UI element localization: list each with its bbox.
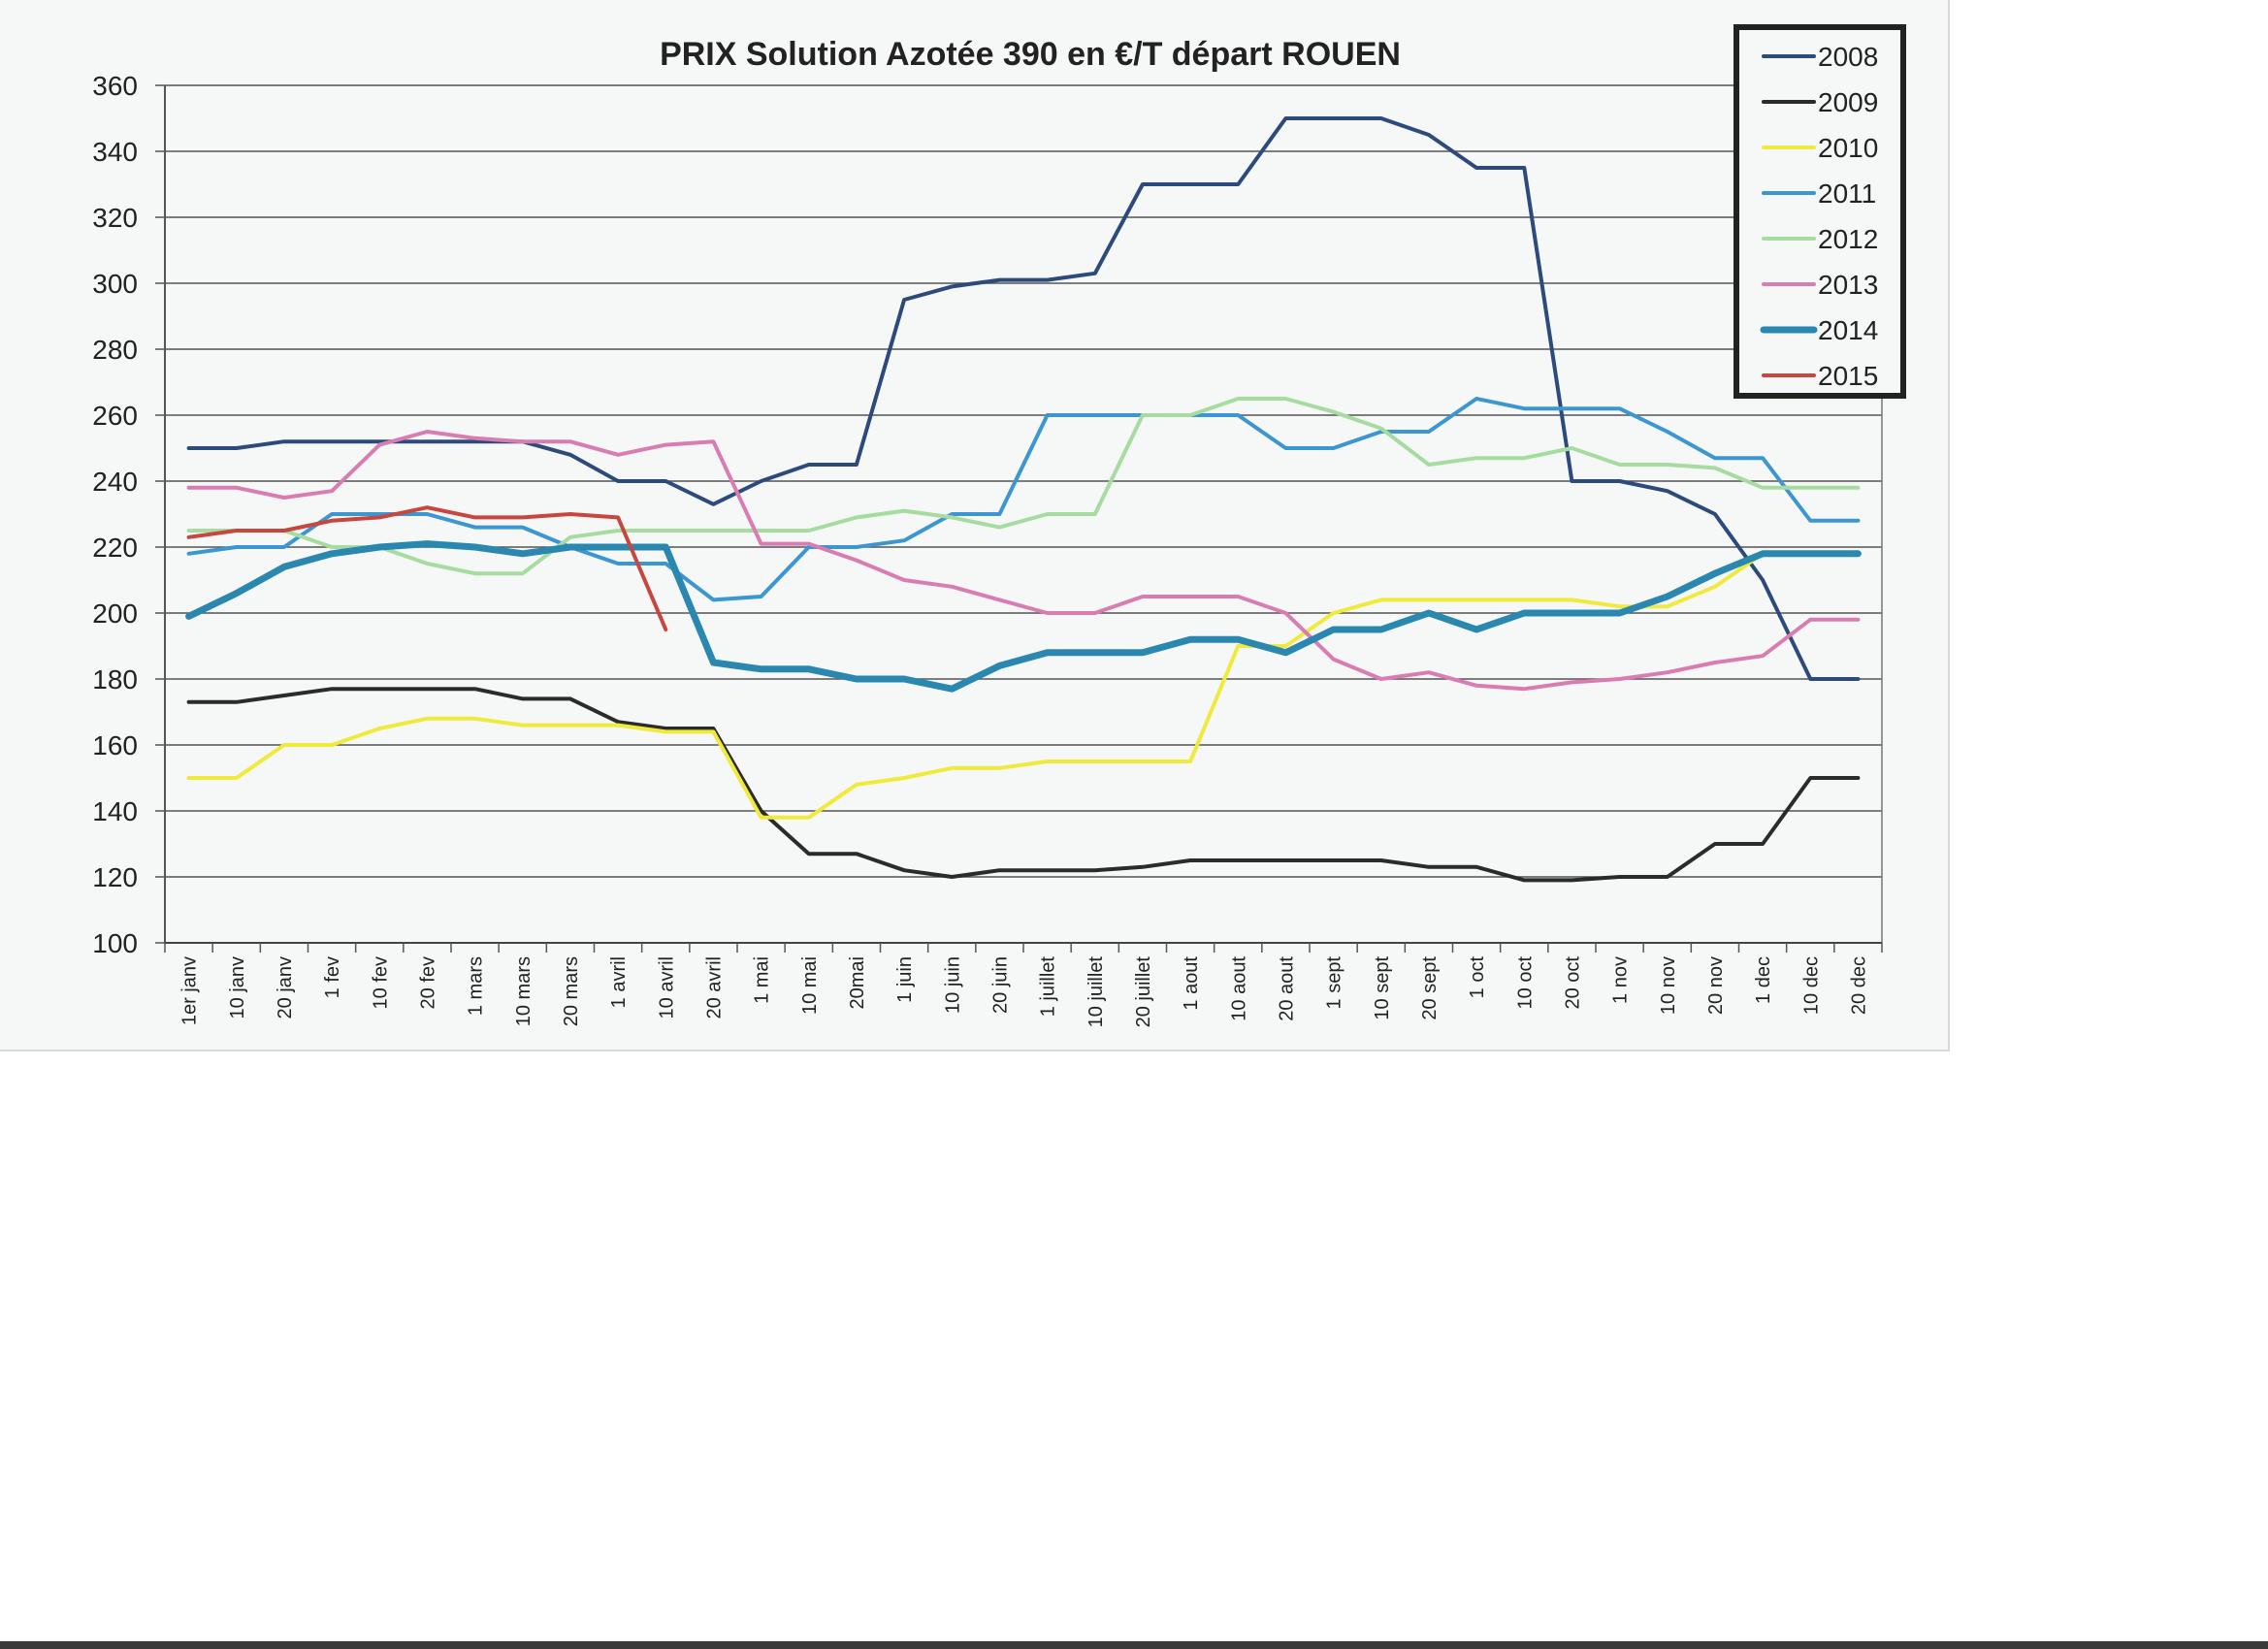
x-tick-label: 10 mars: [513, 956, 535, 1026]
x-tick-label: 20mai: [847, 956, 868, 1009]
legend: 2008 2009 2010 2011 2012 2013 2014 2015: [1733, 24, 1906, 399]
series-line-2011: [186, 397, 1861, 602]
x-tick-label: 20 oct: [1562, 956, 1583, 1010]
x-tick-label: 20 aout: [1276, 956, 1297, 1021]
x-tick-label: 1 fev: [322, 956, 343, 998]
series-line-2009: [186, 687, 1861, 883]
scan-edge: [0, 1641, 2268, 1649]
y-tick-label: 240: [92, 467, 138, 497]
y-tick-label: 180: [92, 664, 138, 695]
x-tick-label: 10 juillet: [1085, 956, 1107, 1028]
x-tick-label: 1 oct: [1467, 956, 1488, 999]
x-tick-label: 10 janv: [227, 956, 248, 1019]
y-tick-label: 200: [92, 598, 138, 629]
legend-label-2011: 2011: [1818, 178, 1876, 209]
x-tick-label: 10 dec: [1800, 956, 1822, 1015]
legend-label-2015: 2015: [1818, 361, 1878, 391]
x-tick-label: 20 fev: [417, 956, 438, 1009]
x-tick-label: 10 sept: [1372, 956, 1393, 1020]
x-tick-label: 10 juin: [942, 956, 963, 1014]
y-tick-label: 160: [92, 730, 138, 760]
x-tick-label: 1 mai: [752, 956, 773, 1004]
x-tick-label: 1 dec: [1753, 956, 1774, 1004]
series-line-2013: [186, 430, 1861, 692]
y-axis: 100 120 140 160 180 200 220 240 260 280 300 320 340 3…: [92, 71, 166, 958]
series-line-2015: [186, 505, 668, 631]
legend-label-2012: 2012: [1818, 224, 1878, 254]
x-axis: 1er janv 10 janv 20 janv 1 fev 10 fev 20 fev 1…: [164, 942, 1883, 1028]
x-tick-label: 20 avril: [703, 956, 725, 1018]
x-tick-label: 10 oct: [1514, 956, 1536, 1010]
series-line-2008: [186, 116, 1861, 681]
series-lines: [185, 116, 1862, 883]
y-tick-label: 320: [92, 203, 138, 233]
x-tick-label: 1 juillet: [1038, 956, 1059, 1018]
y-tick-label: 360: [92, 71, 138, 101]
x-tick-label: 1 nov: [1610, 956, 1632, 1004]
x-tick-label: 10 nov: [1658, 956, 1679, 1015]
series-line-2010: [186, 551, 1861, 820]
y-tick-label: 280: [92, 335, 138, 365]
legend-label-2009: 2009: [1818, 87, 1878, 117]
series-line-2012: [186, 397, 1861, 576]
legend-label-2014: 2014: [1818, 315, 1878, 345]
x-tick-label: 20 sept: [1419, 956, 1441, 1020]
x-tick-label: 10 aout: [1228, 956, 1249, 1021]
y-tick-label: 340: [92, 137, 138, 167]
legend-box: [1733, 24, 1906, 399]
x-tick-label: 1 mars: [466, 956, 487, 1016]
x-tick-label: 1 sept: [1324, 956, 1345, 1010]
series-line-2014: [185, 540, 1862, 693]
x-tick-label: 10 avril: [656, 956, 677, 1018]
legend-label-2010: 2010: [1818, 133, 1878, 163]
x-tick-label: 1 aout: [1181, 956, 1202, 1011]
x-tick-label: 20 nov: [1705, 956, 1727, 1015]
y-tick-label: 120: [92, 862, 138, 892]
y-tick-label: 140: [92, 796, 138, 826]
x-tick-label: 1 juin: [894, 956, 916, 1003]
x-tick-label: 20 juillet: [1133, 956, 1154, 1028]
x-tick-label: 20 juin: [989, 956, 1011, 1014]
x-tick-label: 1er janv: [179, 956, 201, 1025]
chart-title: PRIX Solution Azotée 390 en €/T départ R…: [660, 36, 1401, 73]
x-tick-label: 20 janv: [275, 956, 296, 1019]
legend-label-2008: 2008: [1818, 42, 1878, 72]
y-tick-label: 300: [92, 269, 138, 299]
x-tick-label: 20 mars: [561, 956, 582, 1026]
x-tick-label: 10 fev: [370, 956, 391, 1009]
x-tick-label: 10 mai: [799, 956, 821, 1015]
y-tick-label: 100: [92, 928, 138, 958]
y-tick-label: 220: [92, 533, 138, 563]
x-tick-label: 1 avril: [608, 956, 630, 1008]
legend-label-2013: 2013: [1818, 270, 1878, 300]
y-tick-label: 260: [92, 401, 138, 431]
x-tick-label: 20 dec: [1848, 956, 1869, 1015]
